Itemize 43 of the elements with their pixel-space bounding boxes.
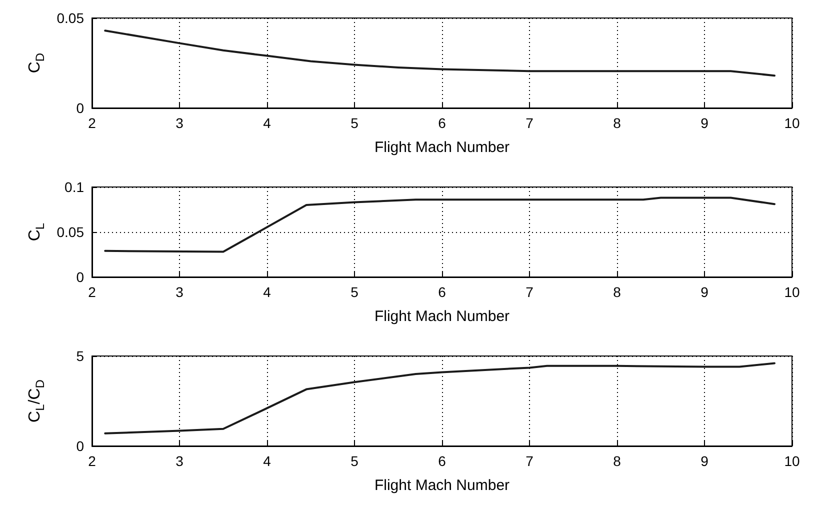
y-axis-title: CL/CD [26, 379, 47, 422]
x-tick-label: 7 [526, 115, 534, 131]
x-tick-label: 8 [613, 284, 622, 300]
x-tick-label: 7 [526, 453, 534, 469]
x-axis-title: Flight Mach Number [374, 477, 510, 494]
y-tick-label: 0 [76, 100, 84, 116]
x-tick-label: 4 [263, 115, 272, 131]
x-tick-label: 3 [176, 115, 184, 131]
x-tick-label: 10 [784, 284, 800, 300]
x-tick-label: 8 [613, 453, 622, 469]
y-axis-title: CD [26, 52, 47, 74]
x-tick-label: 6 [438, 115, 446, 131]
x-tick-label: 2 [88, 453, 96, 469]
x-tick-label: 3 [176, 284, 184, 300]
x-axis-title: Flight Mach Number [374, 139, 510, 156]
x-tick-label: 9 [700, 115, 709, 131]
x-tick-label: 5 [350, 284, 359, 300]
y-tick-label: 0.05 [56, 10, 84, 26]
line-series [104, 362, 776, 434]
y-tick-label: 5 [76, 348, 84, 364]
x-tick-label: 2 [88, 115, 96, 131]
x-tick-label: 2 [88, 284, 96, 300]
x-tick-label: 8 [613, 115, 622, 131]
y-tick-label: 0.1 [64, 179, 84, 195]
x-tick-label: 6 [438, 284, 446, 300]
x-tick-label: 4 [263, 453, 272, 469]
x-tick-label: 6 [438, 453, 446, 469]
x-tick-label: 7 [526, 284, 534, 300]
y-tick-label: 0 [76, 438, 84, 454]
y-axis-title: CL [26, 222, 47, 242]
x-tick-label: 5 [350, 453, 359, 469]
line-series [104, 30, 776, 77]
x-tick-label: 4 [263, 284, 272, 300]
x-tick-label: 9 [700, 284, 709, 300]
x-tick-label: 5 [350, 115, 359, 131]
x-tick-label: 3 [176, 453, 184, 469]
y-tick-label: 0.05 [56, 224, 84, 240]
x-tick-label: 10 [784, 115, 800, 131]
x-axis-title: Flight Mach Number [374, 308, 510, 325]
y-tick-label: 0 [76, 269, 84, 285]
x-tick-label: 9 [700, 453, 709, 469]
x-tick-label: 10 [784, 453, 800, 469]
line-series [104, 196, 776, 253]
